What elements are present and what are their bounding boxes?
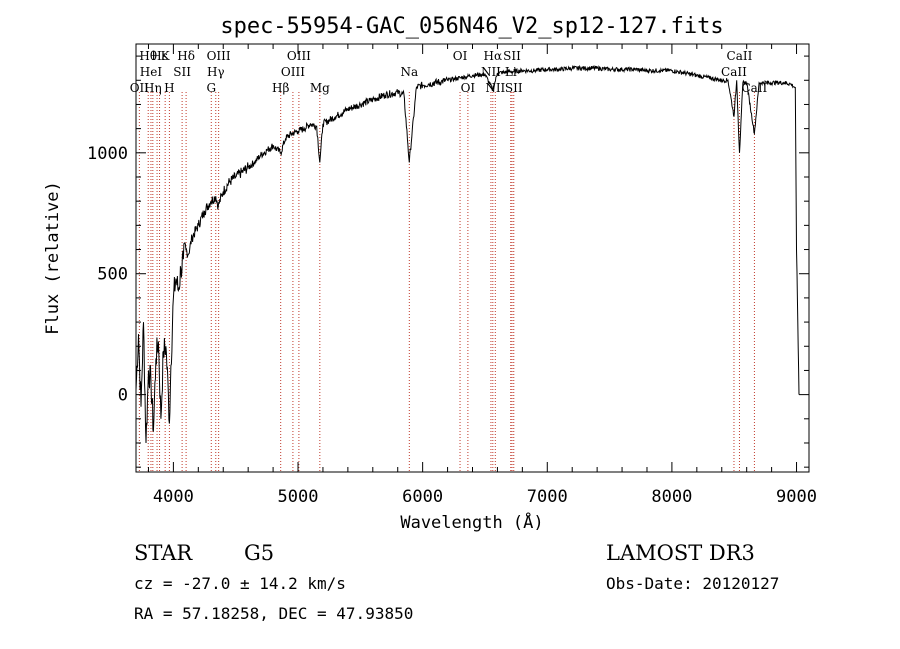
y-tick-label: 0 [118,386,128,406]
survey-name: LAMOST DR3 [606,541,755,565]
spectral-line-label: SII [173,65,191,79]
x-tick-label: 8000 [651,487,692,507]
y-axis-label: Flux (relative) [43,181,63,335]
coordinates-readout: RA = 57.18258, DEC = 47.93850 [134,604,413,623]
spectral-line-label: SII [503,49,521,63]
x-tick-label: 4000 [153,487,194,507]
object-subclass: G5 [244,541,274,565]
x-axis-ticks: 4000 5000 6000 7000 8000 9000 [147,44,817,507]
plot-frame [135,43,810,473]
spectral-line-label: Hδ [177,49,195,63]
spectral-line-label: OI [461,81,476,95]
spectral-line-label: Hγ [207,65,225,79]
spectral-line-markers [138,92,755,472]
spectral-line-label: SII [505,81,523,95]
x-tick-label: 6000 [402,487,443,507]
spectral-line-label: G [206,81,216,95]
spectral-line-label: CaII [721,65,747,79]
x-tick-label: 7000 [527,487,568,507]
spectral-line-label: Hβ [272,81,289,95]
spectral-line-label: OI [453,49,468,63]
spectral-line-label: NII [485,81,505,95]
spectral-line-labels: OII Hθ HeI Hη HεK H SII Hδ G Hγ OIII Hβ OIII OIII Mg Na… [130,49,768,95]
y-axis-ticks: 0 500 1000 [87,55,809,468]
spectral-line-label: Hθ [139,49,157,63]
spectral-line-label: K [161,49,171,63]
spectral-line-label: H [164,81,174,95]
observation-date: Obs-Date: 20120127 [606,574,779,593]
spectral-line-label: Hα [484,49,503,63]
y-tick-label: 1000 [87,144,128,164]
spectral-line-label: NII [481,65,501,79]
chart-title: spec-55954-GAC_056N46_V2_sp12-127.fits [220,14,723,39]
spectral-line-label: OIII [281,65,305,79]
spectral-line-label: CaII [727,49,753,63]
spectral-line-label: HeI [140,65,163,79]
spectral-line-label: OIII [287,49,311,63]
spectral-line-label: Mg [310,81,330,95]
x-tick-label: 9000 [776,487,817,507]
spectral-line-label: Hε [151,49,168,63]
object-class: STAR [134,541,193,565]
spectral-line-label: OII [130,81,150,95]
y-tick-label: 500 [97,265,128,285]
spectral-line-label: Na [400,65,418,79]
spectral-line-label: Hη [144,81,162,95]
spectral-line-label: OIII [207,49,231,63]
x-axis-label: Wavelength (Å) [400,511,543,533]
x-tick-label: 5000 [278,487,319,507]
redshift-readout: cz = -27.0 ± 14.2 km/s [134,574,346,593]
spectrum-line [135,64,800,444]
